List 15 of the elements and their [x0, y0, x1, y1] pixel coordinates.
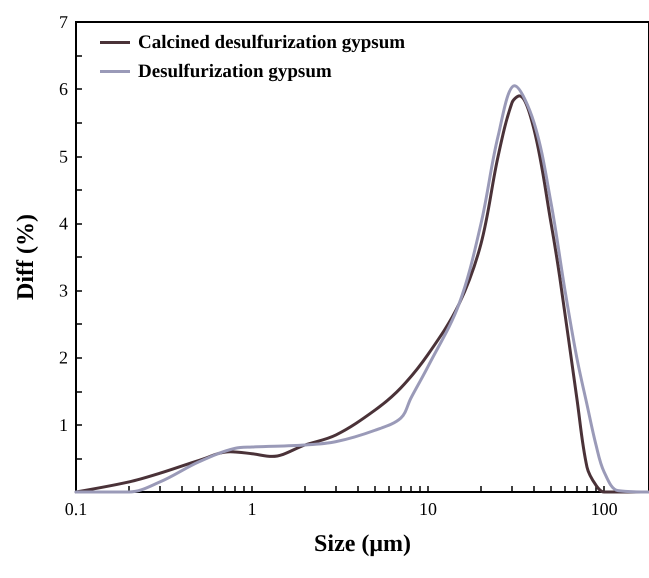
y-tick-label: 3: [59, 280, 68, 301]
legend-label: Calcined desulfurization gypsum: [138, 32, 406, 53]
y-tick-label: 6: [59, 79, 68, 100]
x-tick-label: 100: [590, 499, 618, 519]
y-tick-label: 7: [59, 12, 68, 32]
legend-label: Desulfurization gypsum: [138, 61, 332, 82]
x-tick-label: 1: [248, 499, 257, 519]
y-tick-label: 2: [59, 348, 68, 368]
y-tick-label: 1: [59, 414, 68, 435]
y-tick-label: 5: [59, 146, 68, 166]
x-tick-label: 0.1: [64, 499, 88, 519]
y-axis-title: Diff (%): [13, 214, 39, 300]
y-tick-label: 4: [59, 213, 68, 234]
x-axis-title: Size (μm): [314, 531, 411, 557]
x-tick-label: 10: [419, 499, 438, 519]
